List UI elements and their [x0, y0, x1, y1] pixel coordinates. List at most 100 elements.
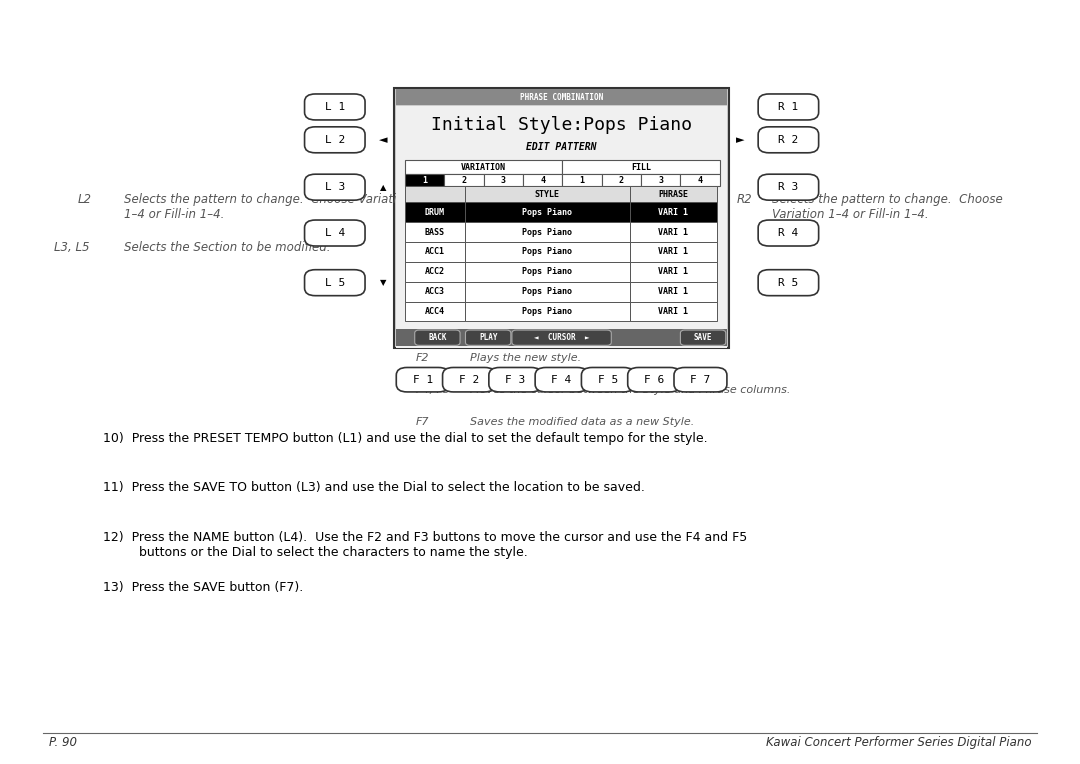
FancyBboxPatch shape	[758, 220, 819, 246]
Bar	[630, 222, 716, 242]
FancyBboxPatch shape	[305, 174, 365, 200]
Text: R 4: R 4	[779, 228, 798, 238]
Bar	[630, 242, 716, 262]
Bar	[523, 174, 563, 186]
Bar	[464, 302, 630, 322]
FancyBboxPatch shape	[674, 367, 727, 392]
FancyBboxPatch shape	[443, 367, 496, 392]
Text: Takes you to the previous menu.: Takes you to the previous menu.	[470, 321, 652, 331]
Text: F 1: F 1	[413, 374, 433, 385]
Text: 1: 1	[580, 176, 584, 185]
Text: Selects the pattern to change.  Choose
Variation 1–4 or Fill-in 1–4.: Selects the pattern to change. Choose Va…	[772, 193, 1003, 222]
Text: Saves the modified data as a new Style.: Saves the modified data as a new Style.	[470, 417, 694, 427]
Bar	[405, 242, 464, 262]
Text: 13)  Press the SAVE button (F7).: 13) Press the SAVE button (F7).	[103, 581, 302, 594]
Text: VARI 1: VARI 1	[659, 248, 688, 257]
Text: L 4: L 4	[325, 228, 345, 238]
Bar	[464, 282, 630, 302]
FancyBboxPatch shape	[512, 330, 611, 345]
Bar	[405, 282, 464, 302]
Bar	[484, 174, 523, 186]
Text: PHRASE COMBINATION: PHRASE COMBINATION	[519, 92, 604, 102]
Text: VARIATION: VARIATION	[461, 163, 507, 172]
Text: R 2: R 2	[779, 134, 798, 145]
Bar	[680, 174, 719, 186]
Text: ACC3: ACC3	[424, 287, 445, 296]
Text: Pops Piano: Pops Piano	[523, 307, 572, 316]
Text: 4: 4	[698, 176, 703, 185]
Bar	[405, 202, 464, 222]
Text: L 5: L 5	[325, 277, 345, 288]
Bar	[464, 202, 630, 222]
Text: BACK: BACK	[428, 333, 447, 342]
FancyBboxPatch shape	[758, 270, 819, 296]
Text: F4, F5: F4, F5	[416, 385, 449, 395]
Bar	[602, 174, 642, 186]
FancyBboxPatch shape	[581, 367, 634, 392]
Text: 1: 1	[422, 176, 428, 185]
Text: F 2: F 2	[459, 374, 480, 385]
Text: FILL: FILL	[631, 163, 651, 172]
Bar	[630, 262, 716, 282]
Text: P. 90: P. 90	[49, 736, 77, 749]
Bar	[405, 186, 464, 202]
Bar	[464, 186, 630, 202]
Text: Plays the new style.: Plays the new style.	[470, 353, 581, 363]
Text: 2: 2	[461, 176, 467, 185]
Text: Kawai Concert Performer Series Digital Piano: Kawai Concert Performer Series Digital P…	[766, 736, 1031, 749]
Text: ACC1: ACC1	[424, 248, 445, 257]
Bar	[630, 186, 716, 202]
Text: Selects the pattern to change.  Choose Variation
1–4 or Fill-in 1–4.: Selects the pattern to change. Choose Va…	[124, 193, 411, 222]
Bar	[464, 262, 630, 282]
Text: F 3: F 3	[505, 374, 526, 385]
Text: 10)  Press the PRESET TEMPO button (L1) and use the dial to set the default temp: 10) Press the PRESET TEMPO button (L1) a…	[103, 432, 707, 445]
Text: R2: R2	[737, 193, 752, 206]
FancyBboxPatch shape	[415, 330, 460, 345]
Text: PLAY: PLAY	[478, 333, 498, 342]
FancyBboxPatch shape	[758, 127, 819, 153]
Text: ACC4: ACC4	[424, 307, 445, 316]
FancyBboxPatch shape	[758, 174, 819, 200]
Text: Pops Piano: Pops Piano	[523, 228, 572, 237]
Text: VARI 1: VARI 1	[659, 287, 688, 296]
Bar	[630, 202, 716, 222]
Text: L 2: L 2	[325, 134, 345, 145]
Text: ▼: ▼	[380, 278, 387, 287]
Text: VARI 1: VARI 1	[659, 208, 688, 217]
FancyBboxPatch shape	[305, 220, 365, 246]
Bar	[630, 302, 716, 322]
Bar	[394, 88, 729, 348]
Bar	[405, 174, 444, 186]
Text: DRUM: DRUM	[424, 208, 445, 217]
Text: BASS: BASS	[424, 228, 445, 237]
Text: 2: 2	[619, 176, 624, 185]
Text: Initial Style:Pops Piano: Initial Style:Pops Piano	[431, 116, 692, 134]
Text: R 1: R 1	[779, 102, 798, 112]
Bar	[563, 174, 602, 186]
Text: VARI 1: VARI 1	[659, 267, 688, 277]
Text: Pops Piano: Pops Piano	[523, 208, 572, 217]
Text: L2: L2	[78, 193, 92, 206]
Bar	[563, 160, 719, 174]
Bar	[405, 160, 563, 174]
Text: VARI 1: VARI 1	[659, 307, 688, 316]
Text: F 5: F 5	[597, 374, 618, 385]
Text: 3: 3	[658, 176, 663, 185]
Text: PHRASE: PHRASE	[659, 190, 688, 199]
Text: F 6: F 6	[644, 374, 664, 385]
Text: STYLE: STYLE	[535, 190, 559, 199]
Text: L 1: L 1	[325, 102, 345, 112]
Text: F1: F1	[416, 321, 430, 331]
FancyBboxPatch shape	[305, 94, 365, 120]
Bar	[405, 222, 464, 242]
Bar	[444, 174, 484, 186]
Text: 3: 3	[501, 176, 505, 185]
Bar	[464, 242, 630, 262]
Text: F 4: F 4	[552, 374, 571, 385]
Text: Selects the Section to be modified.: Selects the Section to be modified.	[124, 241, 330, 254]
Text: F 7: F 7	[690, 374, 711, 385]
Text: VARI 1: VARI 1	[659, 228, 688, 237]
Text: Pops Piano: Pops Piano	[523, 287, 572, 296]
Text: L3, L5: L3, L5	[54, 241, 90, 254]
FancyBboxPatch shape	[627, 367, 680, 392]
